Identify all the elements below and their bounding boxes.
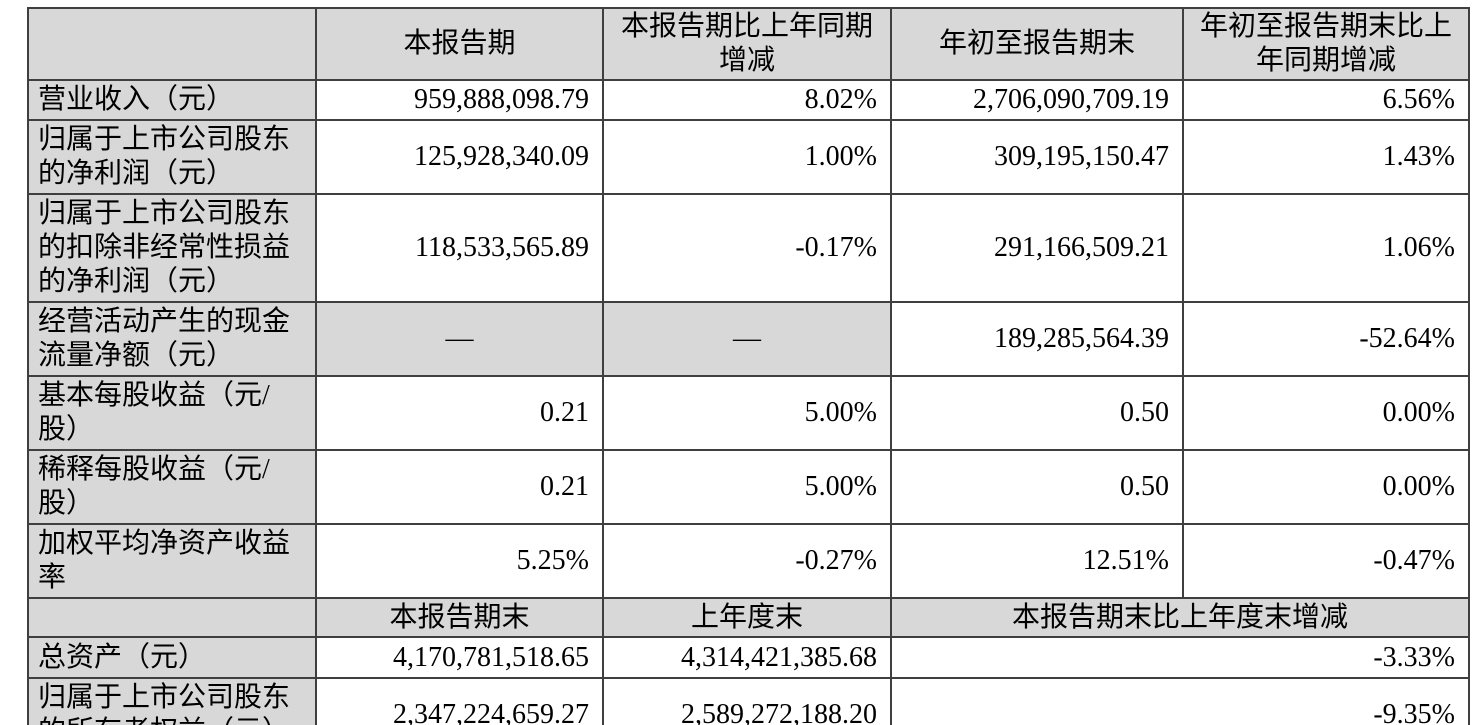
row-label-text: 经营活动产生的现金流量净额（元）: [38, 306, 291, 371]
header-current-period: 本报告期: [315, 7, 604, 81]
value-cell: 4,170,781,518.65: [315, 636, 604, 679]
header-current-period-yoy-change: 本报告期比上年同期 增减: [602, 7, 892, 81]
value-cell: 0.50: [890, 375, 1184, 451]
table-row-total-assets: 总资产（元） 4,170,781,518.65 4,314,421,385.68…: [27, 636, 1470, 679]
value-cell: 0.21: [315, 449, 604, 525]
header-text: 年初至报告期末比上 年同期增减: [1199, 11, 1452, 76]
value-cell: -0.27%: [602, 523, 892, 599]
value-cell: -0.17%: [602, 193, 892, 303]
table-row-operating-cash-flow: 经营活动产生的现金流量净额（元） — — 189,285,564.39 -52.…: [27, 301, 1470, 377]
header-empty-cell: [27, 7, 317, 81]
row-label: 归属于上市公司股东的扣除非经常性损益的净利润（元）: [27, 193, 317, 303]
value-cell: 2,347,224,659.27: [315, 677, 604, 725]
value-cell: 0.00%: [1182, 449, 1470, 525]
row-label-text: 归属于上市公司股东的净利润（元）: [38, 124, 291, 189]
header-change-vs-yearend: 本报告期末比上年度末增减: [890, 597, 1470, 638]
value-cell: 1.00%: [602, 119, 892, 195]
value-cell: 8.02%: [602, 79, 892, 121]
value-cell: 12.51%: [890, 523, 1184, 599]
table-row-net-profit-excl-nonrecurring: 归属于上市公司股东的扣除非经常性损益的净利润（元） 118,533,565.89…: [27, 193, 1470, 303]
row-label-text: 归属于上市公司股东的所有者权益（元）: [38, 682, 291, 725]
value-cell: 0.00%: [1182, 375, 1470, 451]
value-cell: 291,166,509.21: [890, 193, 1184, 303]
value-cell: 309,195,150.47: [890, 119, 1184, 195]
row-label-text: 基本每股收益（元/股）: [38, 380, 270, 445]
table-row-shareholders-equity: 归属于上市公司股东的所有者权益（元） 2,347,224,659.27 2,58…: [27, 677, 1470, 725]
header-ytd-yoy-change: 年初至报告期末比上 年同期增减: [1182, 7, 1470, 81]
table-row-basic-eps: 基本每股收益（元/股） 0.21 5.00% 0.50 0.00%: [27, 375, 1470, 451]
table-row-net-profit: 归属于上市公司股东的净利润（元） 125,928,340.09 1.00% 30…: [27, 119, 1470, 195]
value-cell: 2,706,090,709.19: [890, 79, 1184, 121]
not-applicable-cell: —: [315, 301, 604, 377]
value-cell: 5.00%: [602, 449, 892, 525]
value-cell: 1.43%: [1182, 119, 1470, 195]
value-cell: 118,533,565.89: [315, 193, 604, 303]
value-cell: 959,888,098.79: [315, 79, 604, 121]
header-ytd: 年初至报告期末: [890, 7, 1184, 81]
value-cell: 189,285,564.39: [890, 301, 1184, 377]
value-cell: 2,589,272,188.20: [602, 677, 892, 725]
row-label-text: 稀释每股收益（元/股）: [38, 454, 270, 519]
value-cell: -3.33%: [890, 636, 1470, 679]
value-cell: 0.21: [315, 375, 604, 451]
value-cell: 0.50: [890, 449, 1184, 525]
header-text: 本报告期: [403, 28, 516, 59]
value-cell: -0.47%: [1182, 523, 1470, 599]
row-label-text: 归属于上市公司股东的扣除非经常性损益的净利润（元）: [38, 198, 291, 297]
row-label-text: 加权平均净资产收益率: [38, 528, 291, 593]
table-header-row-quarter: 本报告期 本报告期比上年同期 增减 年初至报告期末 年初至报告期末比上 年同期增…: [27, 7, 1470, 81]
row-label-text: 营业收入（元）: [38, 84, 235, 115]
row-label: 基本每股收益（元/股）: [27, 375, 317, 451]
row-label: 归属于上市公司股东的所有者权益（元）: [27, 677, 317, 725]
value-cell: -9.35%: [890, 677, 1470, 725]
row-label: 总资产（元）: [27, 636, 317, 679]
value-cell: 5.00%: [602, 375, 892, 451]
table-row-weighted-avg-roe: 加权平均净资产收益率 5.25% -0.27% 12.51% -0.47%: [27, 523, 1470, 599]
table-header-row-yearend: 本报告期末 上年度末 本报告期末比上年度末增减: [27, 597, 1470, 638]
row-label: 经营活动产生的现金流量净额（元）: [27, 301, 317, 377]
value-cell: 125,928,340.09: [315, 119, 604, 195]
value-cell: 6.56%: [1182, 79, 1470, 121]
financial-summary-table: 本报告期 本报告期比上年同期 增减 年初至报告期末 年初至报告期末比上 年同期增…: [27, 7, 1470, 725]
row-label-text: 总资产（元）: [38, 641, 207, 673]
header-empty-cell: [27, 597, 317, 638]
row-label: 稀释每股收益（元/股）: [27, 449, 317, 525]
table-row-operating-revenue: 营业收入（元） 959,888,098.79 8.02% 2,706,090,7…: [27, 79, 1470, 121]
header-end-of-last-year: 上年度末: [602, 597, 892, 638]
value-cell: 4,314,421,385.68: [602, 636, 892, 679]
not-applicable-cell: —: [602, 301, 892, 377]
row-label: 营业收入（元）: [27, 79, 317, 121]
value-cell: 5.25%: [315, 523, 604, 599]
header-end-of-period: 本报告期末: [315, 597, 604, 638]
value-cell: 1.06%: [1182, 193, 1470, 303]
header-text: 本报告期比上年同期 增减: [620, 11, 873, 76]
header-text: 年初至报告期末: [938, 28, 1135, 59]
row-label: 加权平均净资产收益率: [27, 523, 317, 599]
value-cell: -52.64%: [1182, 301, 1470, 377]
row-label: 归属于上市公司股东的净利润（元）: [27, 119, 317, 195]
table-row-diluted-eps: 稀释每股收益（元/股） 0.21 5.00% 0.50 0.00%: [27, 449, 1470, 525]
